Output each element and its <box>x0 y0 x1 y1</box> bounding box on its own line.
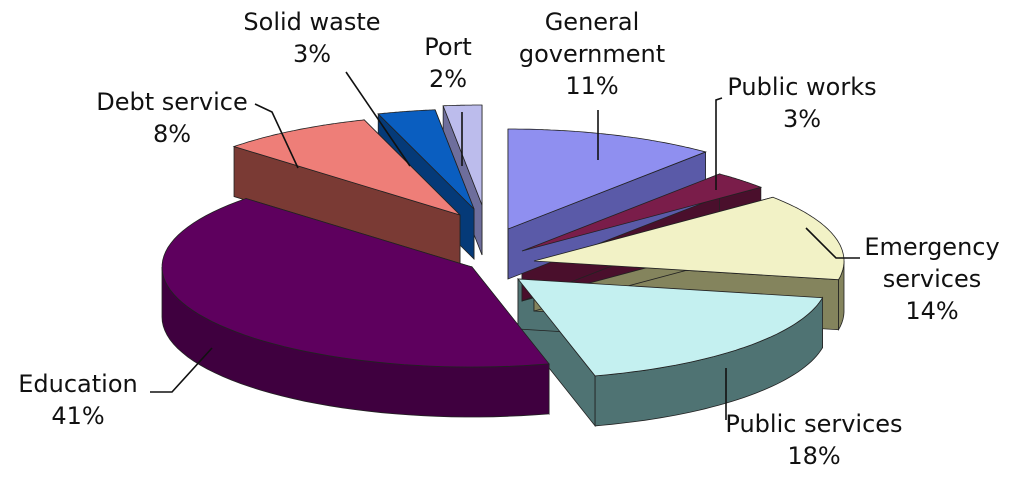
slice-value-label-7: 2% <box>429 65 467 93</box>
leader-line-6 <box>345 71 411 167</box>
slice-top-1 <box>521 173 763 252</box>
slice-top-6 <box>377 109 475 210</box>
slice-value-label-4: 41% <box>51 402 104 430</box>
slice-name-label-0: government <box>519 40 665 68</box>
labels-group: General government 11% Public works 3% Emerge… <box>18 8 999 470</box>
slice-top-0 <box>507 128 707 230</box>
slice-name-label-6: Solid waste <box>243 8 380 36</box>
slice-name-label-5: Debt service <box>96 88 248 116</box>
slice-name-label-3: Public services <box>725 410 902 438</box>
slice-value-label-1: 3% <box>783 105 821 133</box>
slice-name-label-0: General <box>545 8 640 36</box>
slice-tops-group <box>161 104 845 377</box>
slice-name-label-2: Emergency <box>864 233 999 261</box>
slice-name-label-4: Education <box>18 370 137 398</box>
slice-top-3 <box>517 278 824 377</box>
slice-top-2 <box>533 196 845 281</box>
leader-line-5 <box>254 103 299 169</box>
slice-top-4 <box>161 198 550 368</box>
slice-value-label-0: 11% <box>565 72 618 100</box>
slice-name-label-1: Public works <box>727 73 876 101</box>
slice-name-label-7: Port <box>424 33 472 61</box>
slice-value-label-5: 8% <box>153 120 191 148</box>
slice-value-label-2: 14% <box>905 297 958 325</box>
slice-value-label-3: 18% <box>787 442 840 470</box>
leader-lines-group <box>150 71 860 420</box>
leader-line-2 <box>805 227 860 259</box>
slice-name-label-2: services <box>883 265 981 293</box>
leader-line-1 <box>715 97 723 190</box>
slice-top-5 <box>232 119 461 216</box>
slice-value-label-6: 3% <box>293 40 331 68</box>
leader-line-4 <box>150 347 213 393</box>
